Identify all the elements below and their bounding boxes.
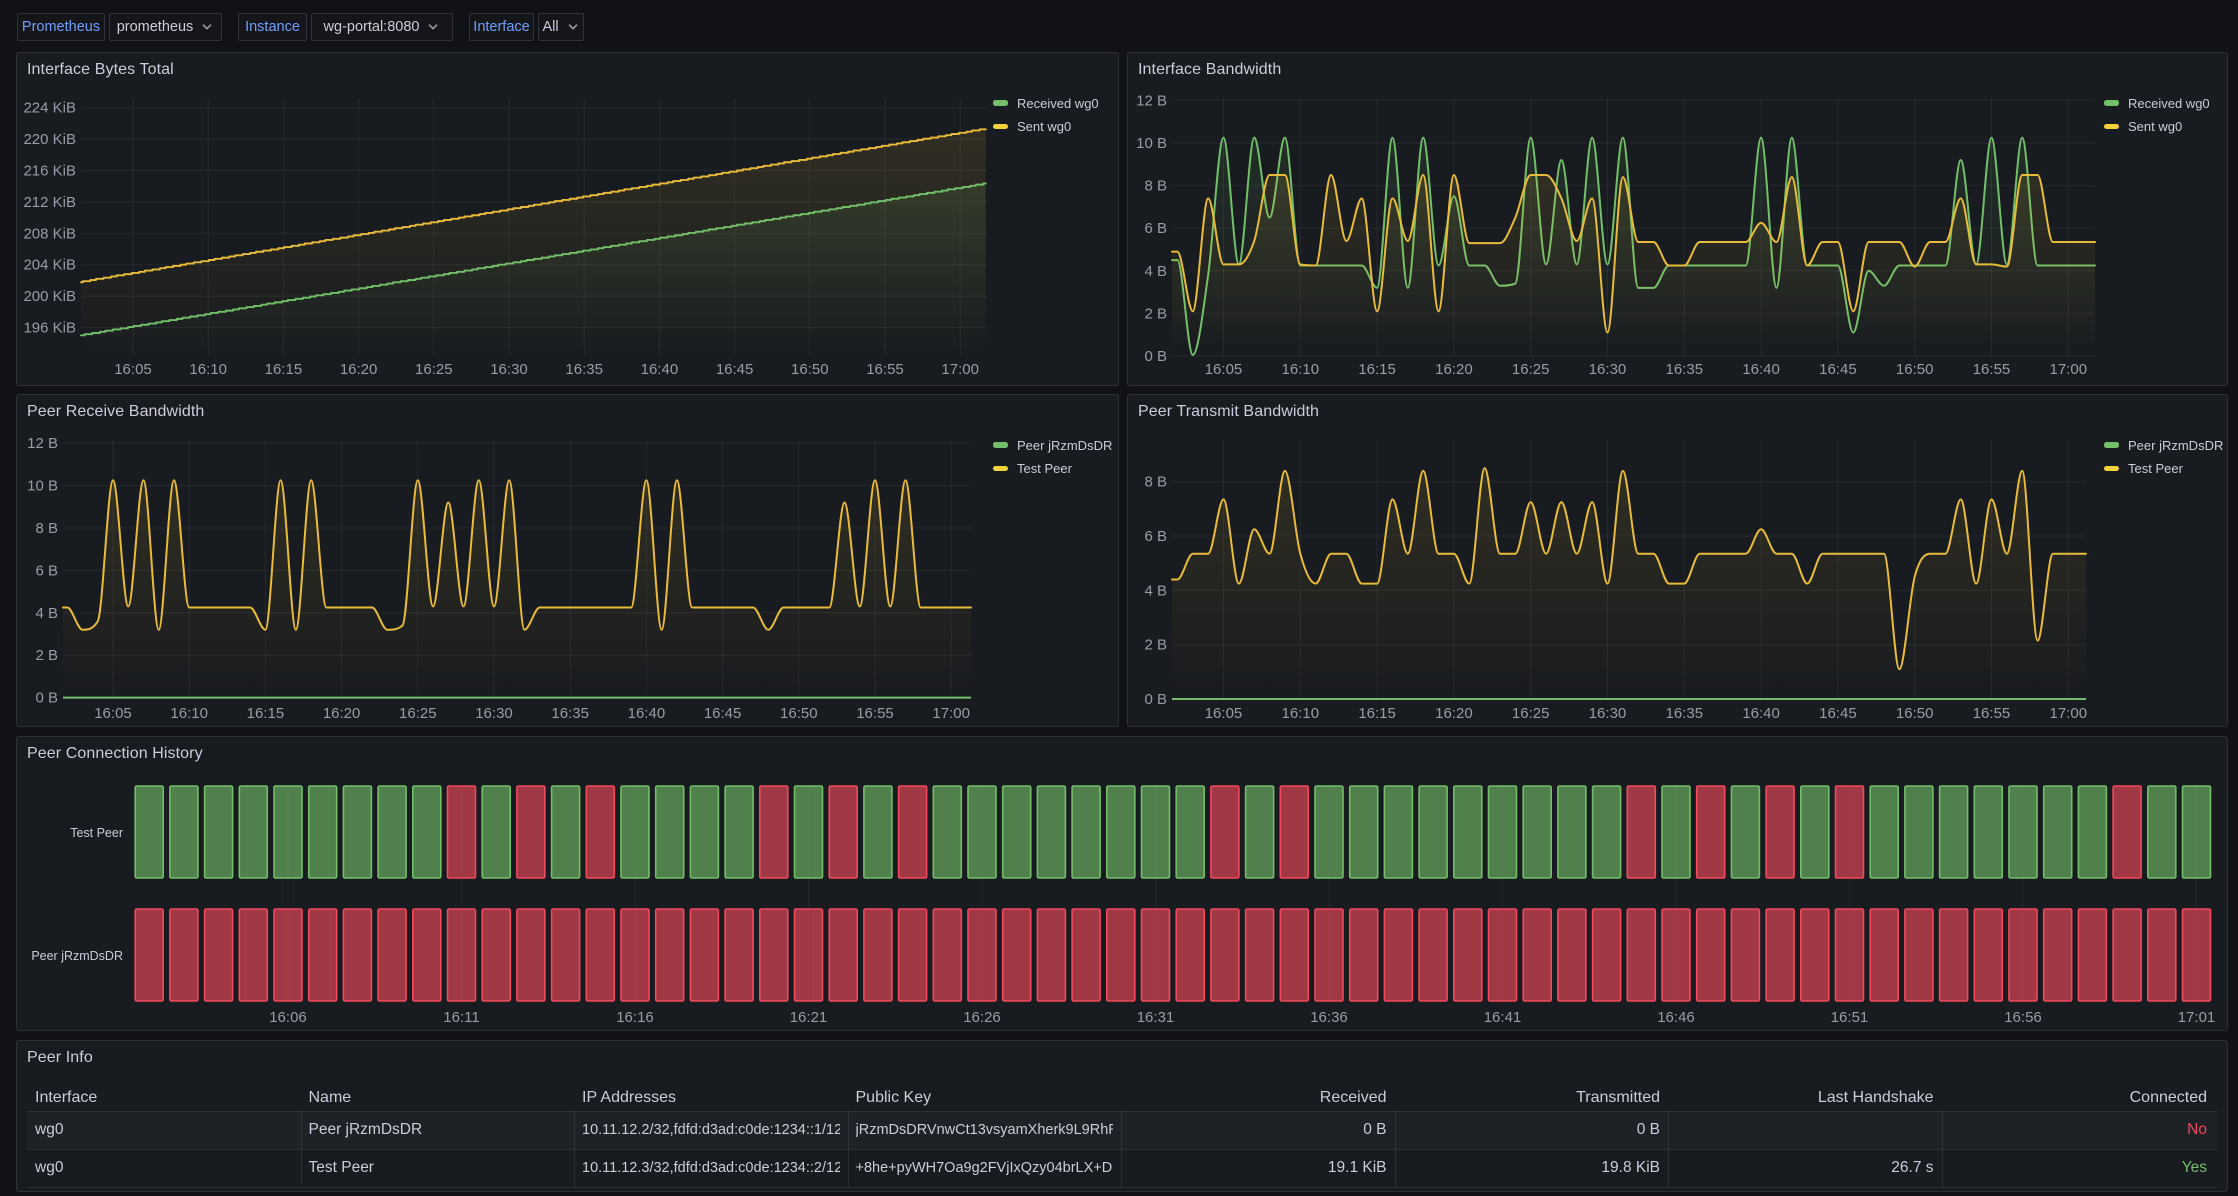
svg-text:196 KiB: 196 KiB	[23, 320, 76, 337]
svg-text:10 B: 10 B	[1136, 135, 1167, 152]
svg-text:16:15: 16:15	[1358, 705, 1396, 722]
svg-text:16:45: 16:45	[1819, 705, 1857, 722]
svg-text:16:30: 16:30	[1589, 705, 1627, 722]
svg-text:16:30: 16:30	[1589, 361, 1627, 378]
svg-text:16:25: 16:25	[1512, 361, 1550, 378]
svg-text:16:05: 16:05	[114, 361, 152, 378]
svg-text:16:40: 16:40	[628, 705, 666, 722]
svg-text:8 B: 8 B	[1144, 474, 1167, 491]
svg-text:16:30: 16:30	[475, 705, 513, 722]
svg-text:17:00: 17:00	[2050, 705, 2088, 722]
svg-text:0 B: 0 B	[1144, 691, 1167, 708]
svg-text:17:00: 17:00	[941, 361, 979, 378]
svg-text:16:10: 16:10	[1282, 705, 1320, 722]
svg-text:16:20: 16:20	[340, 361, 378, 378]
svg-text:16:25: 16:25	[1512, 705, 1550, 722]
svg-text:16:45: 16:45	[1819, 361, 1857, 378]
svg-text:16:11: 16:11	[443, 1009, 479, 1026]
svg-text:16:35: 16:35	[1666, 705, 1704, 722]
svg-text:16:46: 16:46	[1657, 1009, 1695, 1026]
svg-text:220 KiB: 220 KiB	[23, 131, 76, 148]
svg-text:16:15: 16:15	[265, 361, 303, 378]
svg-text:16:41: 16:41	[1484, 1009, 1522, 1026]
svg-text:16:15: 16:15	[1358, 361, 1396, 378]
svg-text:17:01: 17:01	[2178, 1009, 2216, 1026]
svg-text:16:50: 16:50	[780, 705, 818, 722]
svg-text:16:40: 16:40	[1742, 705, 1780, 722]
svg-text:16:40: 16:40	[1742, 361, 1780, 378]
svg-text:208 KiB: 208 KiB	[23, 225, 76, 242]
svg-text:16:45: 16:45	[704, 705, 742, 722]
svg-text:200 KiB: 200 KiB	[23, 288, 76, 305]
svg-text:12 B: 12 B	[1136, 92, 1167, 109]
svg-text:16:05: 16:05	[94, 705, 132, 722]
svg-text:16:06: 16:06	[269, 1009, 307, 1026]
svg-text:16:50: 16:50	[1896, 705, 1934, 722]
svg-text:8 B: 8 B	[35, 520, 58, 537]
svg-text:16:10: 16:10	[170, 705, 208, 722]
svg-text:12 B: 12 B	[27, 435, 58, 452]
svg-text:2 B: 2 B	[35, 647, 58, 664]
svg-text:4 B: 4 B	[1144, 582, 1167, 599]
svg-text:16:25: 16:25	[399, 705, 437, 722]
svg-text:16:40: 16:40	[641, 361, 679, 378]
svg-text:10 B: 10 B	[27, 478, 58, 495]
svg-text:6 B: 6 B	[1144, 528, 1167, 545]
svg-text:2 B: 2 B	[1144, 305, 1167, 322]
svg-text:16:50: 16:50	[791, 361, 829, 378]
svg-text:16:05: 16:05	[1205, 705, 1243, 722]
svg-text:216 KiB: 216 KiB	[23, 163, 76, 180]
svg-text:16:55: 16:55	[866, 361, 904, 378]
svg-text:204 KiB: 204 KiB	[23, 257, 76, 274]
svg-text:16:20: 16:20	[1435, 705, 1473, 722]
svg-text:16:20: 16:20	[1435, 361, 1473, 378]
svg-text:16:31: 16:31	[1137, 1009, 1175, 1026]
svg-text:16:51: 16:51	[1831, 1009, 1869, 1026]
svg-text:16:35: 16:35	[565, 361, 603, 378]
svg-text:16:25: 16:25	[415, 361, 453, 378]
svg-text:Peer jRzmDsDR: Peer jRzmDsDR	[31, 949, 123, 963]
svg-text:0 B: 0 B	[35, 690, 58, 707]
svg-text:16:45: 16:45	[716, 361, 754, 378]
svg-text:17:00: 17:00	[2050, 361, 2088, 378]
svg-text:16:36: 16:36	[1310, 1009, 1348, 1026]
svg-text:16:15: 16:15	[247, 705, 285, 722]
svg-text:16:50: 16:50	[1896, 361, 1934, 378]
svg-text:16:55: 16:55	[856, 705, 894, 722]
svg-text:16:26: 16:26	[963, 1009, 1001, 1026]
svg-text:17:00: 17:00	[932, 705, 970, 722]
svg-text:16:05: 16:05	[1205, 361, 1243, 378]
svg-text:16:21: 16:21	[790, 1009, 828, 1026]
svg-text:16:16: 16:16	[616, 1009, 654, 1026]
svg-text:212 KiB: 212 KiB	[23, 194, 76, 211]
svg-text:4 B: 4 B	[35, 605, 58, 622]
svg-text:4 B: 4 B	[1144, 263, 1167, 280]
svg-text:16:56: 16:56	[2004, 1009, 2042, 1026]
svg-text:16:35: 16:35	[1666, 361, 1704, 378]
svg-text:6 B: 6 B	[1144, 220, 1167, 237]
svg-text:2 B: 2 B	[1144, 637, 1167, 654]
svg-text:224 KiB: 224 KiB	[23, 100, 76, 117]
svg-text:16:10: 16:10	[189, 361, 227, 378]
svg-text:16:10: 16:10	[1282, 361, 1320, 378]
svg-text:16:55: 16:55	[1973, 361, 2011, 378]
svg-text:8 B: 8 B	[1144, 178, 1167, 195]
svg-text:6 B: 6 B	[35, 562, 58, 579]
svg-text:0 B: 0 B	[1144, 348, 1167, 365]
svg-text:Test Peer: Test Peer	[70, 826, 123, 840]
svg-text:16:30: 16:30	[490, 361, 528, 378]
svg-text:16:20: 16:20	[323, 705, 361, 722]
svg-text:16:35: 16:35	[551, 705, 589, 722]
svg-text:16:55: 16:55	[1973, 705, 2011, 722]
